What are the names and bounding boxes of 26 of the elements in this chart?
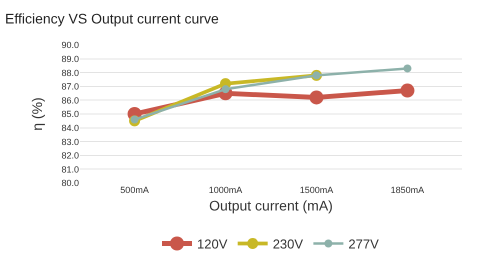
point bbox=[400, 84, 414, 98]
y-tick-label: 90.0 bbox=[61, 40, 79, 50]
x-axis-title: Output current (mA) bbox=[209, 197, 333, 214]
y-tick-label: 82.0 bbox=[61, 150, 79, 161]
x-tick-label: 1000mA bbox=[208, 185, 242, 195]
legend-label: 230V bbox=[272, 236, 304, 252]
y-tick-label: 89.0 bbox=[61, 54, 79, 64]
y-tick-label: 83.0 bbox=[61, 136, 79, 147]
x-tick-label: 1500mA bbox=[300, 185, 334, 195]
x-tick-label: 500mA bbox=[120, 185, 149, 195]
chart-title: Efficiency VS Output current curve bbox=[5, 10, 219, 26]
y-axis-title: η (%) bbox=[29, 97, 46, 131]
y-tick-label: 88.0 bbox=[61, 68, 79, 78]
y-tick-label: 87.0 bbox=[61, 82, 79, 92]
legend-label: 277V bbox=[348, 236, 380, 252]
point bbox=[222, 85, 230, 94]
y-tick-label: 80.0 bbox=[61, 178, 79, 188]
legend-label: 120V bbox=[197, 236, 228, 252]
y-tick-label: 81.0 bbox=[61, 164, 79, 174]
point bbox=[309, 90, 324, 104]
x-tick-label: 1850mA bbox=[390, 185, 424, 195]
point bbox=[130, 116, 139, 124]
y-tick-label: 85.0 bbox=[61, 109, 79, 120]
point bbox=[403, 64, 412, 72]
y-tick-label: 86.0 bbox=[61, 95, 79, 106]
y-tick-label: 84.0 bbox=[61, 122, 79, 133]
